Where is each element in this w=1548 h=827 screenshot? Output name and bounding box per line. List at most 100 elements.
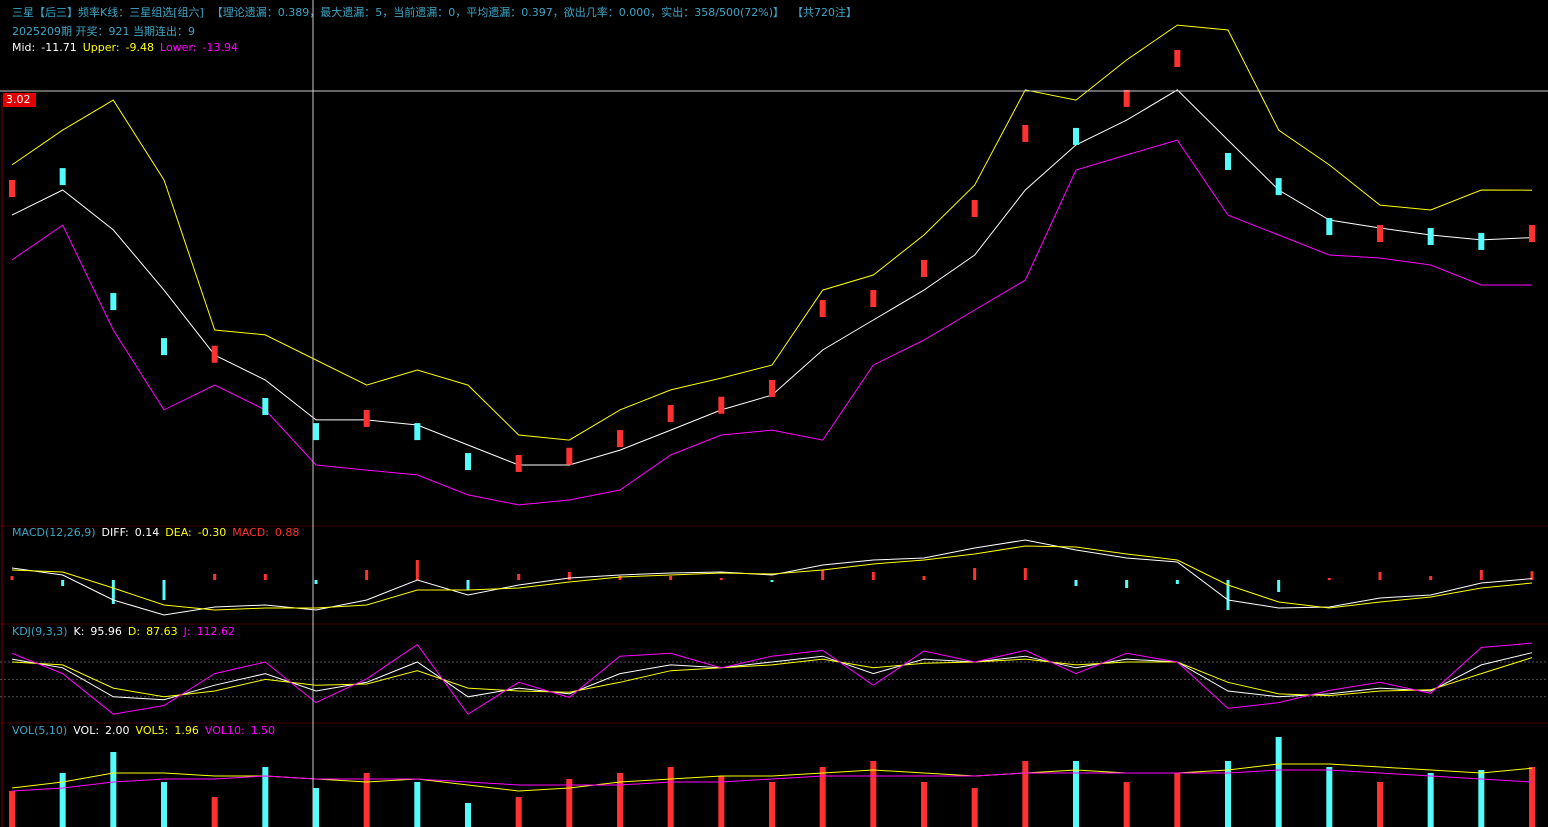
candle <box>1478 232 1485 250</box>
volume-bar <box>1478 770 1485 827</box>
candle <box>870 290 877 308</box>
candle <box>161 338 167 356</box>
macd-bar <box>162 580 166 600</box>
readout: -11.71 <box>41 41 76 54</box>
candle <box>1225 153 1231 171</box>
volume-bar <box>9 791 15 827</box>
macd-bar <box>871 572 875 580</box>
volume-bar <box>1073 761 1079 827</box>
volume-bar <box>870 761 877 827</box>
header-text: 三星【后三】频率K线：三星组选[组六] <box>12 5 204 19</box>
macd-bar <box>1327 578 1331 580</box>
header-text: 【理论遗漏：0.389，最大遗漏：5，当前遗漏：0，平均遗漏：0.397，欲出几… <box>212 5 784 19</box>
candle <box>1377 225 1383 243</box>
volume-bar <box>465 803 471 827</box>
readout: 0.88 <box>275 526 300 539</box>
volume-bar <box>1123 782 1130 827</box>
volume-bar <box>110 752 117 827</box>
macd-bar <box>213 574 217 580</box>
readout: -13.94 <box>202 41 237 54</box>
macd-bar <box>61 580 65 586</box>
candle <box>414 423 421 441</box>
readout: Upper: <box>83 41 120 54</box>
volume-bar <box>718 776 725 827</box>
candle <box>1427 228 1434 246</box>
readout: 0.14 <box>135 526 160 539</box>
readout: VOL: <box>73 724 99 737</box>
indicator-line <box>11 642 1533 715</box>
macd-bar <box>314 580 318 584</box>
readout: MACD: <box>232 526 269 539</box>
volume-bar <box>313 788 319 827</box>
volume-bar <box>1529 767 1535 827</box>
candle <box>211 345 218 363</box>
candle <box>921 259 927 277</box>
volume-bar <box>414 782 421 827</box>
macd-bar <box>922 576 926 580</box>
indicator-line <box>11 652 1533 701</box>
macd-bar <box>1479 570 1483 580</box>
header-text: 【共720注】 <box>792 5 857 19</box>
volume-bar <box>819 767 826 827</box>
candle <box>1073 127 1079 145</box>
candle <box>363 409 370 427</box>
volume-bar <box>363 773 370 827</box>
readout: K: <box>74 625 85 638</box>
readout: D: <box>128 625 140 638</box>
volume-bar <box>1022 761 1029 827</box>
crosshair-label-box <box>3 93 36 107</box>
candle <box>769 379 775 397</box>
macd-bar <box>517 574 521 580</box>
candle <box>313 423 319 441</box>
readout: MACD(12,26,9) <box>12 526 96 539</box>
macd-bar <box>821 570 825 580</box>
readout: 2.00 <box>105 724 130 737</box>
volume-bar <box>515 797 522 827</box>
candle <box>9 180 15 197</box>
volume-bar <box>1275 737 1282 827</box>
volume-bar <box>971 788 978 827</box>
volume-bar <box>59 773 66 827</box>
candle <box>515 454 522 472</box>
macd-bar <box>1378 572 1382 580</box>
volume-bar <box>1427 773 1434 827</box>
readout: VOL10: <box>205 724 245 737</box>
volume-bar <box>921 782 927 827</box>
readout: DEA: <box>165 526 191 539</box>
candle <box>1529 225 1535 243</box>
candle <box>667 405 674 423</box>
candle <box>262 398 269 416</box>
macd-bar <box>973 568 977 580</box>
volume-bar <box>262 767 269 827</box>
indicator-line <box>11 545 1533 611</box>
candle <box>1022 124 1029 142</box>
macd-bar <box>466 580 470 590</box>
volume-bar <box>667 767 674 827</box>
volume-bar <box>769 782 775 827</box>
readout: KDJ(9,3,3) <box>12 625 68 638</box>
candle <box>1275 178 1282 196</box>
macd-bar <box>567 572 571 580</box>
macd-bar <box>1429 576 1433 580</box>
candle <box>1326 218 1333 236</box>
candle <box>617 430 623 448</box>
volume-bar <box>211 797 218 827</box>
indicator-line <box>11 769 1533 792</box>
volume-bar <box>617 773 623 827</box>
readout: 87.63 <box>146 625 178 638</box>
macd-bar <box>10 576 14 580</box>
candle <box>59 168 66 186</box>
readout: 112.62 <box>197 625 236 638</box>
macd-bar <box>770 580 774 582</box>
readout: J: <box>183 625 191 638</box>
candle <box>1123 89 1130 107</box>
candle <box>718 396 725 414</box>
readout: -0.30 <box>198 526 226 539</box>
readout: 1.50 <box>251 724 276 737</box>
macd-bar <box>1175 580 1179 584</box>
readout: Lower: <box>160 41 196 54</box>
indicator-line <box>11 539 1533 616</box>
